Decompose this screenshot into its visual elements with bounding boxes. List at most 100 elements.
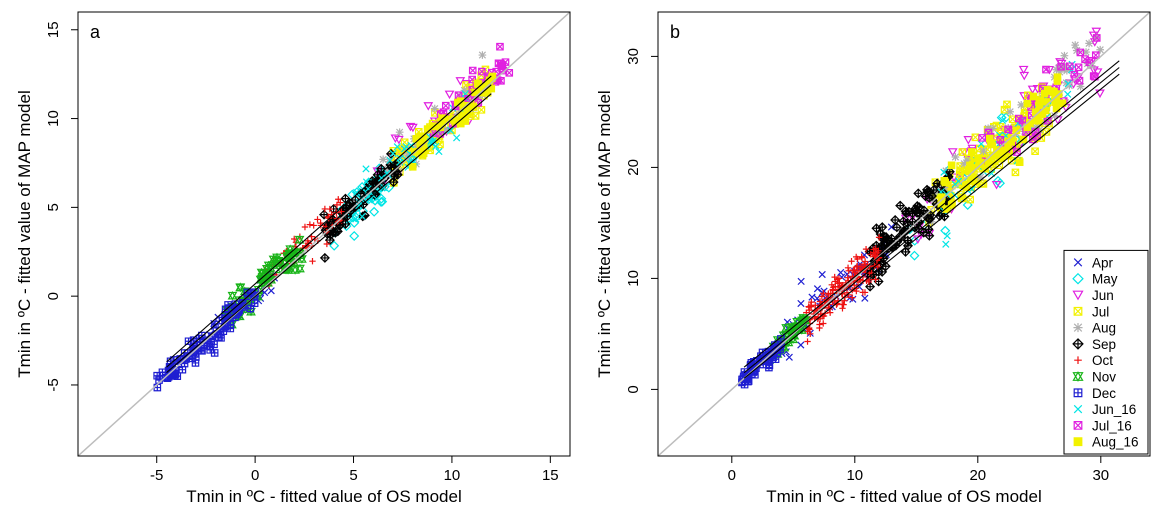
point-aug-16 xyxy=(1053,77,1062,85)
point-jul-16 xyxy=(996,136,1005,144)
point-jun-16 xyxy=(389,149,397,158)
point-oct xyxy=(317,219,324,227)
point-oct xyxy=(335,196,342,203)
point-jun-16 xyxy=(353,188,361,197)
point-nov xyxy=(294,234,305,245)
point-aug xyxy=(1085,39,1093,48)
point-oct xyxy=(836,279,843,286)
point-jun xyxy=(390,134,401,143)
point-jun xyxy=(455,77,466,86)
point-oct xyxy=(844,274,851,281)
point-jun-16 xyxy=(942,240,950,248)
point-nov xyxy=(293,247,303,257)
point-sep xyxy=(902,217,913,228)
y-tick-label: -5 xyxy=(45,378,62,391)
point-jul xyxy=(477,106,486,114)
point-jul-16 xyxy=(496,42,504,51)
legend-marker-jul-16 xyxy=(1073,421,1083,430)
panel-a-y-axis: -5 0 5 10 15 xyxy=(45,21,78,392)
y-tick-label: 30 xyxy=(625,48,642,65)
panel-b-label: b xyxy=(670,22,680,42)
point-jul xyxy=(1011,168,1020,177)
point-aug xyxy=(383,165,392,173)
panel-b-identity-line xyxy=(658,12,1150,456)
point-jul xyxy=(1031,147,1039,156)
point-may xyxy=(940,225,951,236)
point-aug xyxy=(403,151,412,159)
point-sep xyxy=(865,281,876,292)
point-aug-16 xyxy=(967,148,976,156)
point-oct xyxy=(304,237,311,245)
point-apr xyxy=(818,270,826,279)
point-dec xyxy=(744,377,753,385)
point-nov xyxy=(257,272,268,282)
x-tick-label: 10 xyxy=(444,467,461,484)
point-dec xyxy=(210,349,219,357)
fit-confidence-line xyxy=(743,73,1120,379)
point-oct xyxy=(306,221,314,228)
point-jun-16 xyxy=(1064,80,1072,88)
point-oct xyxy=(838,283,845,290)
point-aug xyxy=(979,147,988,155)
point-jun xyxy=(1088,31,1099,41)
point-jul-16 xyxy=(1057,62,1065,71)
point-sep xyxy=(928,184,939,195)
point-apr xyxy=(887,223,896,231)
point-oct xyxy=(310,222,317,229)
legend-entry-jul-16: Jul_16 xyxy=(1092,418,1132,433)
point-aug xyxy=(430,104,439,113)
point-oct xyxy=(807,330,814,337)
point-oct xyxy=(323,240,331,248)
point-oct xyxy=(325,214,333,222)
point-aug-16 xyxy=(1000,146,1009,155)
x-tick-label: 10 xyxy=(846,467,863,484)
legend-marker-sep xyxy=(1072,338,1084,350)
point-may xyxy=(370,195,381,206)
point-aug-16 xyxy=(408,163,417,171)
point-aug xyxy=(1060,51,1069,60)
point-aug xyxy=(1071,41,1080,49)
x-tick-label: 0 xyxy=(251,467,259,484)
point-sep xyxy=(902,235,913,246)
point-may xyxy=(909,235,920,246)
point-apr xyxy=(785,353,793,361)
point-may xyxy=(349,217,360,228)
point-sep xyxy=(319,209,330,220)
panel-a-identity-line xyxy=(78,12,570,456)
point-oct xyxy=(848,294,856,301)
point-dec xyxy=(180,359,189,368)
fit-confidence-line xyxy=(166,93,492,373)
point-aug xyxy=(478,51,487,59)
point-sep xyxy=(879,240,890,251)
point-oct xyxy=(333,201,341,209)
point-aug-16 xyxy=(473,79,482,88)
legend-entry-jul: Jul xyxy=(1092,304,1109,319)
legend-entry-apr: Apr xyxy=(1092,255,1114,270)
point-apr xyxy=(861,294,869,302)
point-aug xyxy=(382,167,391,176)
point-may xyxy=(369,206,380,217)
point-apr xyxy=(267,287,275,295)
point-oct xyxy=(805,303,812,310)
point-sep xyxy=(891,222,902,233)
x-tick-label: 20 xyxy=(969,467,986,484)
point-jul-16 xyxy=(1065,62,1074,71)
legend-marker-jun xyxy=(1072,290,1084,301)
point-oct xyxy=(867,251,874,258)
point-nov xyxy=(295,263,305,274)
point-oct xyxy=(820,289,827,297)
point-sep xyxy=(319,252,330,263)
panel-a-x-axis: -5 0 5 10 15 xyxy=(150,456,559,484)
point-oct xyxy=(309,258,316,265)
point-jul-16 xyxy=(1076,48,1085,57)
point-oct xyxy=(853,287,860,295)
point-jul-16 xyxy=(1092,34,1101,42)
panel-a: a -5 0 5 10 15 -5 0 5 10 15 Tmin in ºC - fitted … xyxy=(15,11,571,506)
legend-marker-dec xyxy=(1073,388,1083,398)
panel-a-plot-frame xyxy=(77,11,571,457)
point-jun-16 xyxy=(429,137,437,145)
point-jun xyxy=(423,102,434,111)
legend-marker-nov xyxy=(1072,371,1084,382)
y-tick-label: 10 xyxy=(625,270,642,287)
